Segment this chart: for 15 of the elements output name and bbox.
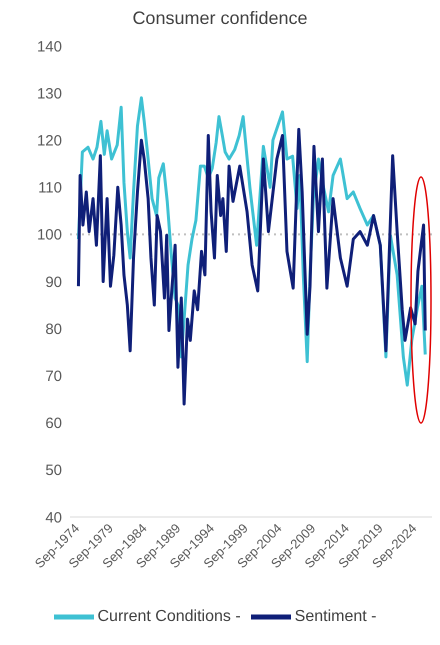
- y-tick-label: 110: [38, 180, 62, 197]
- y-tick-label: 40: [45, 509, 62, 526]
- y-tick-label: 120: [36, 132, 62, 150]
- y-tick-label: 100: [36, 226, 62, 244]
- y-tick-label: 140: [36, 38, 62, 56]
- chart-title: Consumer confidence: [131, 8, 309, 29]
- legend-label: Current Conditions -: [98, 608, 241, 626]
- legend-label: Sentiment -: [294, 608, 376, 626]
- y-tick-label: 130: [36, 85, 62, 102]
- y-tick-label: 70: [45, 368, 62, 386]
- y-tick-label: 90: [45, 274, 62, 291]
- y-tick-label: 60: [45, 415, 62, 432]
- y-tick-label: 80: [45, 320, 62, 338]
- line-series: [76, 128, 427, 406]
- y-tick-label: 50: [45, 462, 62, 480]
